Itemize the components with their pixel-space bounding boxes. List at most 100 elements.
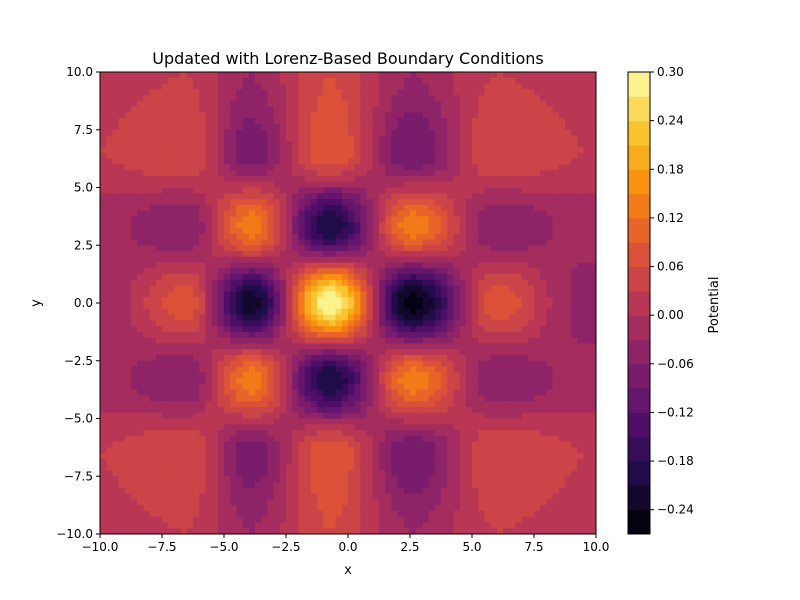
heatmap-cell (162, 135, 169, 142)
heatmap-cell (465, 285, 473, 293)
heatmap-cell (416, 320, 423, 327)
heatmap-cell (168, 343, 175, 350)
heatmap-cell (527, 251, 535, 258)
heatmap-cell (366, 83, 374, 90)
heatmap-cell (261, 360, 268, 368)
heatmap-cell (131, 337, 138, 345)
heatmap-cell (521, 366, 529, 373)
heatmap-cell (472, 245, 479, 252)
heatmap-cell (248, 187, 256, 194)
heatmap-cell (484, 141, 492, 148)
heatmap-cell (391, 412, 399, 420)
heatmap-cell (565, 152, 572, 160)
heatmap-cell (168, 135, 175, 142)
heatmap-cell (317, 349, 324, 356)
heatmap-cell (354, 256, 361, 264)
heatmap-cell (385, 268, 392, 275)
heatmap-cell (478, 100, 485, 108)
heatmap-cell (329, 349, 337, 356)
heatmap-cell (155, 366, 163, 373)
heatmap-cell (180, 343, 188, 350)
heatmap-cell (211, 135, 219, 142)
heatmap-cell (496, 395, 504, 402)
heatmap-cell (546, 164, 554, 171)
heatmap-cell (453, 83, 461, 90)
heatmap-cell (515, 343, 523, 350)
heatmap-cell (112, 187, 120, 194)
heatmap-cell (224, 372, 231, 379)
heatmap-cell (211, 383, 219, 391)
heatmap-cell (341, 112, 349, 119)
heatmap-cell (385, 72, 392, 79)
heatmap-cell (348, 412, 355, 420)
heatmap-cell (255, 164, 262, 171)
heatmap-cell (403, 354, 411, 362)
heatmap-cell (261, 279, 268, 287)
heatmap-cell (453, 268, 461, 275)
heatmap-cell (521, 320, 529, 327)
heatmap-cell (180, 199, 188, 206)
heatmap-cell (558, 262, 566, 269)
heatmap-cell (410, 337, 417, 345)
heatmap-cell (459, 181, 467, 189)
heatmap-cell (261, 303, 268, 310)
heatmap-cell (397, 106, 405, 114)
heatmap-cell (589, 354, 596, 362)
heatmap-cell (503, 285, 510, 293)
heatmap-cell (484, 412, 492, 420)
heatmap-cell (577, 175, 585, 183)
heatmap-cell (180, 222, 188, 229)
heatmap-cell (509, 222, 516, 229)
heatmap-cell (354, 326, 361, 333)
heatmap-cell (552, 406, 560, 414)
heatmap-cell (242, 204, 250, 212)
heatmap-cell (124, 83, 132, 90)
heatmap-cell (205, 118, 213, 125)
heatmap-cell (186, 193, 194, 200)
heatmap-cell (397, 123, 405, 131)
heatmap-cell (428, 383, 436, 391)
heatmap-cell (521, 303, 529, 310)
heatmap-cell (552, 118, 560, 125)
heatmap-cell (490, 204, 498, 212)
heatmap-cell (465, 297, 473, 304)
heatmap-cell (279, 72, 287, 79)
heatmap-cell (155, 256, 163, 264)
heatmap-cell (583, 372, 591, 379)
heatmap-cell (106, 412, 113, 420)
heatmap-cell (552, 95, 560, 102)
heatmap-cell (155, 430, 163, 437)
heatmap-cell (149, 227, 157, 235)
heatmap-cell (552, 372, 560, 379)
heatmap-cell (335, 303, 343, 310)
heatmap-cell (558, 389, 566, 397)
heatmap-cell (515, 164, 523, 171)
heatmap-cell (292, 227, 299, 235)
heatmap-cell (515, 383, 523, 391)
heatmap-cell (317, 268, 324, 275)
heatmap-cell (465, 77, 473, 85)
heatmap-cell (447, 199, 454, 206)
heatmap-cell (118, 406, 126, 414)
heatmap-cell (447, 129, 454, 137)
heatmap-cell (360, 147, 368, 154)
heatmap-cell (137, 285, 144, 293)
heatmap-cell (360, 291, 368, 298)
heatmap-cell (360, 262, 368, 269)
heatmap-cell (100, 406, 107, 414)
heatmap-cell (496, 418, 504, 425)
heatmap-cell (149, 210, 157, 217)
heatmap-cell (583, 233, 591, 241)
heatmap-cell (186, 378, 194, 385)
heatmap-cell (422, 354, 430, 362)
heatmap-cell (589, 256, 596, 264)
heatmap-cell (162, 360, 169, 368)
heatmap-cell (230, 135, 237, 142)
heatmap-cell (341, 135, 349, 142)
heatmap-cell (298, 187, 306, 194)
heatmap-cell (465, 175, 473, 183)
heatmap-cell (335, 418, 343, 425)
heatmap-cell (484, 152, 492, 160)
heatmap-cell (329, 245, 337, 252)
heatmap-cell (211, 239, 219, 246)
